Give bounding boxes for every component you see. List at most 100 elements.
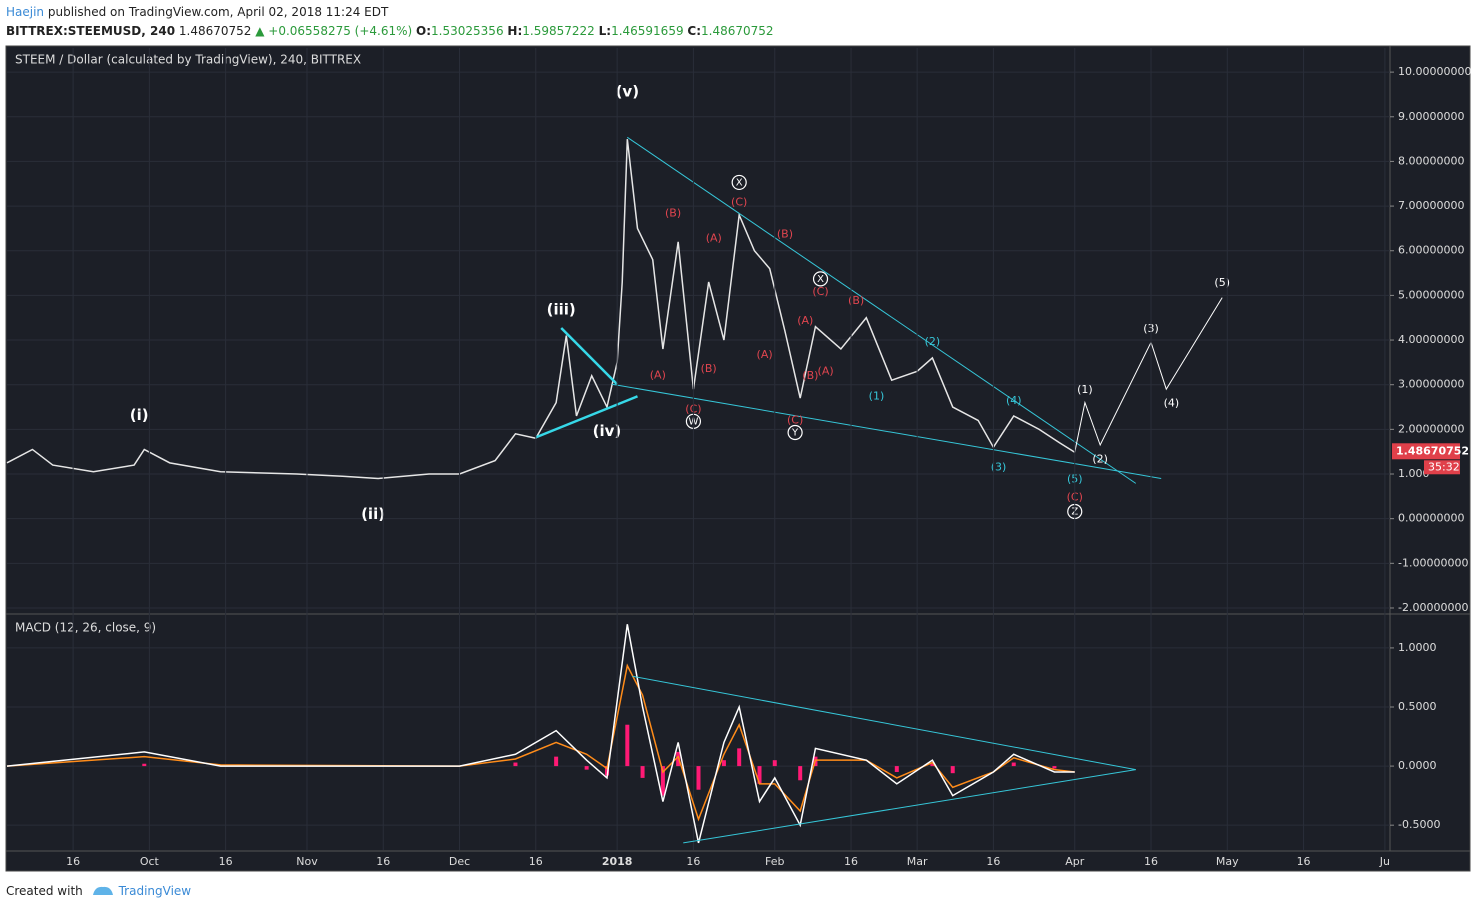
y-tick-label: 3.00000000 bbox=[1398, 378, 1464, 391]
histogram-bar bbox=[721, 760, 726, 767]
ohlc-value: 1.46591659 bbox=[611, 24, 684, 38]
wave-label: X bbox=[817, 274, 824, 285]
x-tick-label: 16 bbox=[376, 855, 390, 868]
wave-label: (iii) bbox=[547, 301, 576, 319]
wave-label: (B) bbox=[777, 228, 793, 241]
x-tick-label: Dec bbox=[449, 855, 470, 868]
pane-title: STEEM / Dollar (calculated by TradingVie… bbox=[15, 53, 361, 67]
wave-label: (5) bbox=[1214, 276, 1230, 289]
y-tick-label: 6.00000000 bbox=[1398, 244, 1464, 257]
histogram-bar bbox=[894, 766, 899, 772]
wave-label: (C) bbox=[731, 196, 747, 209]
histogram-bar bbox=[584, 766, 589, 770]
wave-circle bbox=[812, 271, 829, 287]
histogram-bar bbox=[513, 762, 518, 767]
series-line bbox=[6, 624, 1075, 844]
y-tick-label: 9.00000000 bbox=[1398, 110, 1464, 123]
x-tick-label: Mar bbox=[907, 855, 928, 868]
created: Created with bbox=[6, 884, 83, 898]
x-tick-label: Oct bbox=[140, 855, 160, 868]
wave-label: (4) bbox=[1164, 396, 1180, 409]
last-price-label: 1.48670752 bbox=[1396, 444, 1469, 457]
wave-label: Y bbox=[791, 427, 799, 438]
wave-label: (A) bbox=[818, 364, 834, 377]
logo bbox=[92, 886, 113, 895]
histogram-bar bbox=[625, 724, 630, 767]
trendline bbox=[683, 769, 1136, 844]
histogram-bar bbox=[930, 763, 935, 767]
chart-background bbox=[5, 45, 1471, 872]
x-tick-label: Ju bbox=[1379, 855, 1390, 868]
wave-label: (ii) bbox=[361, 505, 385, 523]
wave-label: (i) bbox=[130, 406, 149, 424]
symbol: BITTREX:STEEMUSD, 240 bbox=[6, 24, 176, 38]
x-tick-label: Nov bbox=[296, 855, 318, 868]
change: ▲ +0.06558275 (+4.61%) bbox=[255, 24, 413, 38]
header: Haejin published on TradingView.com, Apr… bbox=[6, 3, 774, 41]
author[interactable]: Haejin bbox=[6, 5, 45, 19]
histogram-bar bbox=[798, 766, 803, 781]
y-tick-label: 10.00000000 bbox=[1398, 65, 1471, 78]
x-tick-label: 16 bbox=[1297, 855, 1311, 868]
x-tick-label: May bbox=[1216, 855, 1239, 868]
y-tick-label: 0.5000 bbox=[1398, 700, 1437, 713]
wave-label: (A) bbox=[650, 368, 666, 381]
trendline bbox=[632, 675, 1136, 771]
histogram-bar bbox=[696, 766, 701, 790]
x-tick-label: 16 bbox=[66, 855, 80, 868]
last: 1.48670752 bbox=[178, 24, 252, 38]
x-tick-label: 2018 bbox=[602, 855, 633, 868]
wave-label: (A) bbox=[706, 232, 722, 245]
y-tick-label: 0.00000000 bbox=[1398, 512, 1464, 525]
x-tick-label: 16 bbox=[686, 855, 700, 868]
y-tick-label: 1.0000 bbox=[1398, 641, 1437, 654]
wave-label: (B) bbox=[848, 294, 864, 307]
y-tick-label: -2.00000000 bbox=[1398, 601, 1468, 614]
y-tick-label: 2.00000000 bbox=[1398, 422, 1464, 435]
wave-label: (A) bbox=[797, 314, 813, 327]
countdown: 35:32 bbox=[1428, 460, 1460, 473]
histogram-bar bbox=[737, 748, 742, 767]
histogram-bar bbox=[142, 763, 147, 767]
wave-label: (2) bbox=[1092, 452, 1108, 465]
wave-label: (A) bbox=[757, 348, 773, 361]
trendline bbox=[611, 383, 1162, 479]
symbol-line: BITTREX:STEEMUSD, 240 1.48670752 ▲ +0.06… bbox=[6, 22, 774, 41]
histogram-bar bbox=[604, 766, 609, 776]
histogram-bar bbox=[640, 766, 645, 778]
countdown-tag bbox=[1424, 460, 1460, 475]
y-tick-label: -1.00000000 bbox=[1398, 556, 1468, 569]
x-tick-label: Apr bbox=[1065, 855, 1085, 868]
ohlc-value: 1.53025356 bbox=[431, 24, 504, 38]
ohlc-label: H: bbox=[507, 24, 523, 38]
wave-label: (3) bbox=[991, 460, 1007, 473]
wave-label: (B) bbox=[665, 207, 681, 220]
histogram-bar bbox=[772, 760, 777, 767]
trendline bbox=[560, 327, 619, 386]
series-line bbox=[6, 663, 1075, 822]
wave-label: (1) bbox=[869, 389, 885, 402]
wave-label: (C) bbox=[787, 413, 803, 426]
histogram-bar bbox=[1052, 766, 1057, 769]
pane-title: MACD (12, 26, close, 9) bbox=[15, 621, 156, 635]
y-tick-label: 8.00000000 bbox=[1398, 154, 1464, 167]
y-tick-label: 5.00000000 bbox=[1398, 288, 1464, 301]
trendline bbox=[535, 395, 638, 439]
x-tick-label: Feb bbox=[765, 855, 784, 868]
trendline bbox=[627, 136, 1137, 484]
y-tick-label: 4.00000000 bbox=[1398, 333, 1464, 346]
ohlc-label: O: bbox=[416, 24, 432, 38]
wave-circle bbox=[787, 424, 803, 441]
wave-label: (v) bbox=[616, 83, 640, 101]
footer: Created with TradingView bbox=[6, 881, 191, 898]
ohlc-label: L: bbox=[598, 24, 612, 38]
brand[interactable]: TradingView bbox=[118, 884, 192, 898]
histogram-bar bbox=[1011, 762, 1016, 767]
wave-label: (1) bbox=[1077, 383, 1093, 396]
wave-label: (4) bbox=[1006, 394, 1022, 407]
y-tick-label: 0.0000 bbox=[1398, 759, 1437, 772]
histogram-bar bbox=[757, 766, 762, 784]
ohlc-value: 1.59857222 bbox=[522, 24, 595, 38]
